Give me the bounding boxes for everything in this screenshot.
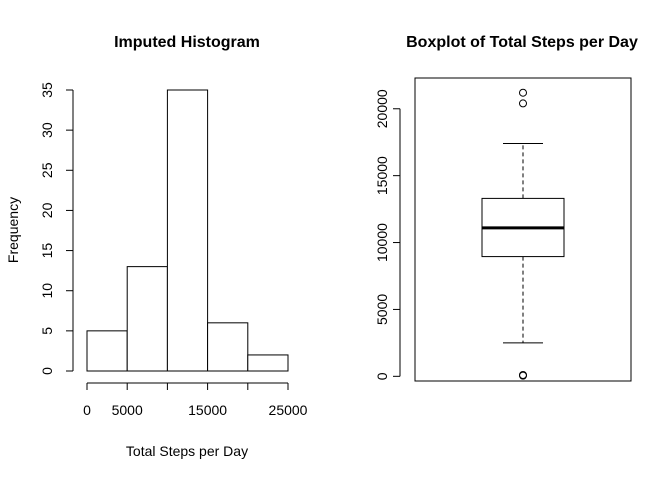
histogram-y-tick-label: 10	[39, 283, 55, 299]
boxplot-y-tick-label: 0	[374, 372, 390, 380]
histogram-y-tick-label: 15	[39, 243, 55, 259]
histogram-y-tick-label: 0	[39, 367, 55, 375]
histogram-panel: Imputed Histogram Total Steps per Day Fr…	[5, 34, 308, 459]
histogram-bar	[207, 322, 249, 372]
histogram-x-tick-label: 15000	[188, 402, 227, 418]
histogram-bar	[166, 89, 209, 372]
boxplot-y-tick-label: 20000	[374, 89, 390, 128]
boxplot-outliers	[519, 88, 527, 380]
boxplot-outlier-point	[519, 370, 527, 379]
histogram-x-axis: 0 5000 15000 25000	[83, 382, 308, 418]
histogram-y-tick-label: 20	[39, 202, 55, 218]
boxplot-outlier-point	[519, 99, 527, 108]
histogram-x-tick-label: 25000	[269, 402, 308, 418]
histogram-bar	[86, 330, 128, 372]
boxplot-y-axis: 0 5000 10000 15000 20000	[374, 89, 401, 380]
histogram-x-tick-label: 5000	[112, 402, 143, 418]
histogram-x-axis-label: Total Steps per Day	[126, 443, 248, 459]
boxplot-body	[481, 143, 565, 344]
boxplot-y-tick-label: 5000	[374, 294, 390, 325]
histogram-x-tick-label: 0	[83, 402, 91, 418]
histogram-title: Imputed Histogram	[114, 34, 260, 51]
histogram-y-axis-label: Frequency	[5, 197, 21, 263]
boxplot-y-tick-label: 10000	[374, 223, 390, 262]
boxplot-title: Boxplot of Total Steps per Day	[406, 34, 638, 51]
boxplot-y-tick-label: 15000	[374, 156, 390, 195]
histogram-bar	[247, 354, 289, 372]
histogram-y-tick-label: 25	[39, 162, 55, 178]
histogram-y-tick-label: 35	[39, 82, 55, 98]
boxplot-outlier-point	[519, 88, 527, 97]
histogram-bars	[86, 89, 289, 372]
boxplot-plot-frame	[414, 77, 632, 382]
histogram-y-axis: 0 5 10 15 20 25 30 35	[39, 82, 74, 375]
histogram-y-tick-label: 5	[39, 327, 55, 335]
histogram-y-tick-label: 30	[39, 122, 55, 138]
boxplot-panel: Boxplot of Total Steps per Day 0 5000 1000…	[374, 34, 638, 382]
histogram-bar	[126, 266, 168, 372]
